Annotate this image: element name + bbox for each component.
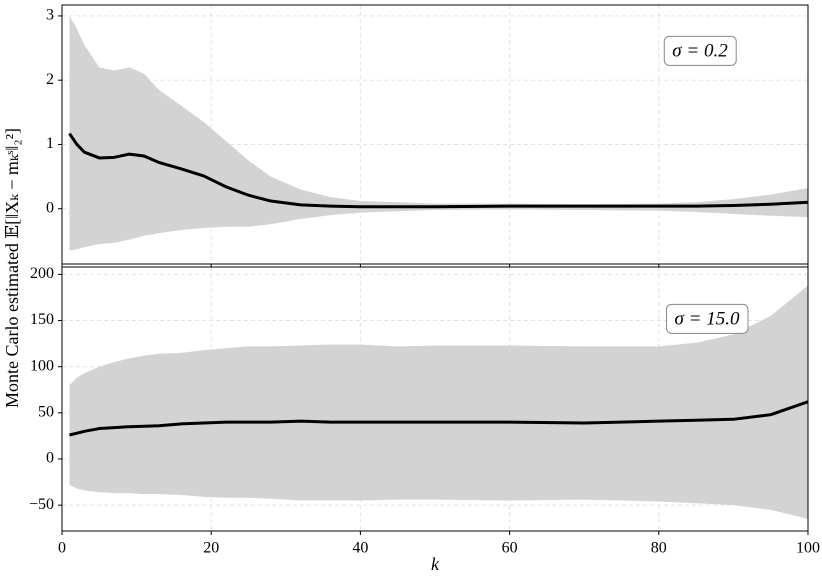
y-tick-label: 0 bbox=[46, 199, 54, 216]
plot-frame bbox=[61, 266, 809, 532]
x-tick-label: 0 bbox=[58, 540, 66, 557]
y-tick-label: 3 bbox=[46, 7, 54, 24]
y-tick-label: 200 bbox=[30, 265, 54, 282]
x-tick-label: 60 bbox=[502, 540, 518, 557]
y-tick-label: 100 bbox=[30, 357, 54, 374]
mean-line bbox=[68, 132, 809, 209]
x-tick-label: 20 bbox=[203, 540, 219, 557]
band bbox=[69, 15, 808, 251]
x-axis-label: k bbox=[431, 554, 440, 574]
band bbox=[69, 285, 808, 519]
x-tick-label: 40 bbox=[352, 540, 368, 557]
annotation-text: σ = 15.0 bbox=[675, 308, 740, 329]
annotation: σ = 0.2 bbox=[663, 35, 737, 66]
annotation-text: σ = 0.2 bbox=[672, 40, 728, 61]
annotation-box bbox=[663, 35, 737, 66]
y-tick-label: 2 bbox=[46, 71, 54, 88]
annotation: σ = 15.0 bbox=[666, 303, 749, 334]
y-tick-label: 150 bbox=[30, 311, 54, 328]
y-tick-label: 1 bbox=[46, 135, 54, 152]
x-tick-label: 80 bbox=[651, 540, 667, 557]
y-tick-label: 0 bbox=[46, 450, 54, 467]
plot-frame bbox=[61, 4, 809, 265]
y-tick-label: 50 bbox=[38, 404, 54, 421]
x-tick-label: 100 bbox=[796, 540, 820, 557]
mean-line bbox=[69, 400, 809, 437]
annotation-box bbox=[666, 303, 749, 334]
y-tick-label: −50 bbox=[29, 496, 54, 513]
y-axis-label: Monte Carlo estimated 𝔼[‖Xₖ − mₖˢ‖₂²] bbox=[2, 128, 22, 408]
